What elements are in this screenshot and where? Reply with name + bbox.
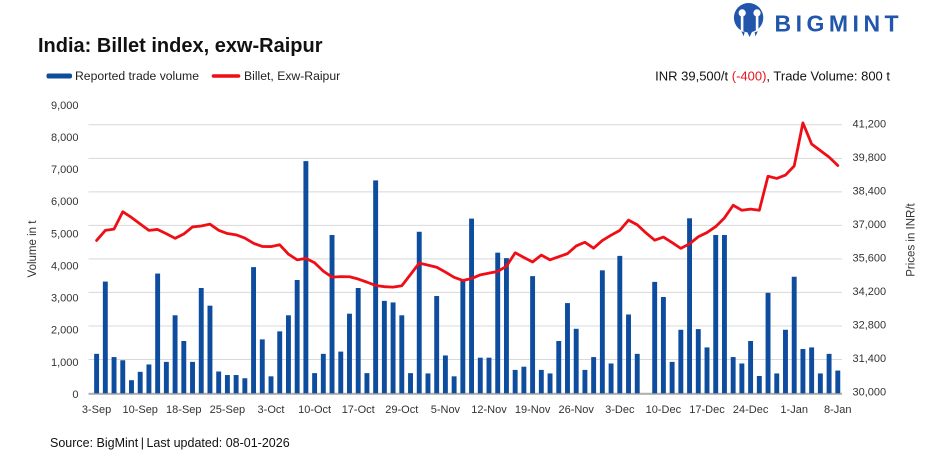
svg-text:8,000: 8,000 [51,132,79,144]
svg-text:38,400: 38,400 [853,186,887,198]
svg-text:0: 0 [72,389,78,401]
svg-text:8-Jan: 8-Jan [824,404,852,416]
svg-text:12-Nov: 12-Nov [471,404,507,416]
svg-text:25-Sep: 25-Sep [210,404,245,416]
svg-text:Volume in t: Volume in t [27,220,39,278]
svg-text:3-Dec: 3-Dec [605,404,635,416]
svg-text:32,800: 32,800 [853,320,887,332]
svg-text:31,400: 31,400 [853,353,887,365]
svg-text:10-Dec: 10-Dec [646,404,682,416]
svg-text:India: Billet index, exw-Raipu: India: Billet index, exw-Raipur [38,35,323,57]
svg-text:17-Oct: 17-Oct [342,404,375,416]
svg-text:4,000: 4,000 [51,260,79,272]
svg-text:5-Nov: 5-Nov [431,404,461,416]
svg-text:10-Sep: 10-Sep [122,404,157,416]
svg-text:1,000: 1,000 [51,357,79,369]
svg-text:3-Oct: 3-Oct [258,404,285,416]
svg-text:Prices in INR/t: Prices in INR/t [906,202,918,276]
svg-text:37,000: 37,000 [853,219,887,231]
svg-text:19-Nov: 19-Nov [515,404,551,416]
svg-text:24-Dec: 24-Dec [733,404,769,416]
svg-text:Reported trade volume: Reported trade volume [75,69,199,83]
svg-text:6,000: 6,000 [51,196,79,208]
svg-text:30,000: 30,000 [853,387,887,399]
svg-text:7,000: 7,000 [51,164,79,176]
svg-text:18-Sep: 18-Sep [166,404,201,416]
svg-text:29-Oct: 29-Oct [385,404,418,416]
svg-text:INR 39,500/t (-400), Trade Vol: INR 39,500/t (-400), Trade Volume: 800 t [655,69,890,84]
svg-text:3-Sep: 3-Sep [82,404,111,416]
svg-text:BIGMINT: BIGMINT [775,11,904,37]
svg-text:Billet, Exw-Raipur: Billet, Exw-Raipur [244,69,340,83]
svg-text:5,000: 5,000 [51,228,79,240]
svg-text:1-Jan: 1-Jan [780,404,808,416]
svg-text:34,200: 34,200 [853,286,887,298]
svg-text:2,000: 2,000 [51,325,79,337]
svg-text:41,200: 41,200 [853,119,887,131]
svg-text:10-Oct: 10-Oct [298,404,331,416]
svg-text:26-Nov: 26-Nov [558,404,594,416]
svg-text:3,000: 3,000 [51,293,79,305]
svg-text:17-Dec: 17-Dec [689,404,725,416]
svg-text:39,800: 39,800 [853,152,887,164]
svg-text:35,600: 35,600 [853,253,887,265]
svg-text:9,000: 9,000 [51,100,79,112]
svg-text:Source: BigMint | Last updated: Source: BigMint | Last updated: 08-01-20… [50,436,290,450]
